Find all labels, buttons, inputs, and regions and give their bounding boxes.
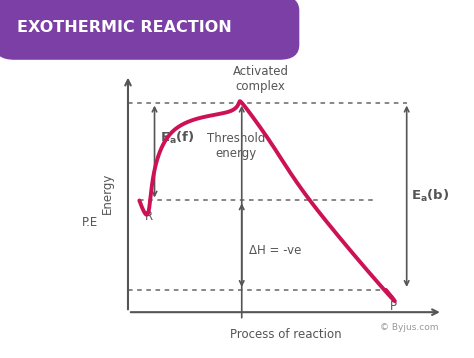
Text: R: R xyxy=(145,210,153,223)
Text: $\mathbf{E_a(b)}$: $\mathbf{E_a(b)}$ xyxy=(411,188,449,204)
Text: P: P xyxy=(390,300,397,313)
Text: Process of reaction: Process of reaction xyxy=(229,328,341,340)
Text: ΔH = -ve: ΔH = -ve xyxy=(249,244,301,257)
Text: Energy: Energy xyxy=(100,173,114,214)
Text: P.E: P.E xyxy=(82,216,98,229)
Text: EXOTHERMIC REACTION: EXOTHERMIC REACTION xyxy=(17,20,231,35)
Text: © Byjus.com: © Byjus.com xyxy=(381,323,439,332)
Text: $\mathbf{E_a(f)}$: $\mathbf{E_a(f)}$ xyxy=(160,130,195,146)
Text: Threshold
energy: Threshold energy xyxy=(207,132,265,160)
Text: Activated
complex: Activated complex xyxy=(233,65,289,93)
